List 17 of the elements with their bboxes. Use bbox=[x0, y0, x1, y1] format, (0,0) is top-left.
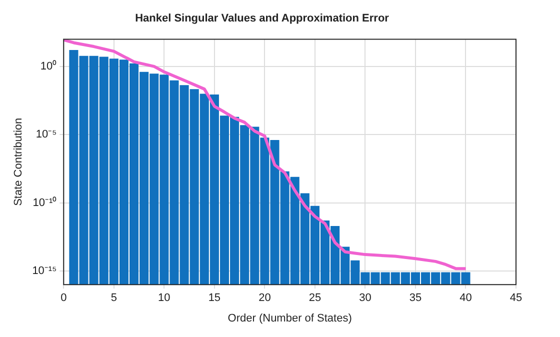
x-tick-label: 30 bbox=[359, 292, 372, 304]
x-tick-label: 10 bbox=[158, 292, 170, 304]
x-tick-label: 0 bbox=[60, 292, 67, 304]
x-tick-label: 15 bbox=[208, 292, 221, 304]
x-tick-label: 35 bbox=[409, 292, 422, 304]
x-axis-title: Order (Number of States) bbox=[228, 312, 352, 324]
x-tick-label: 25 bbox=[308, 292, 322, 304]
y-tick-label: 10⁻¹⁰ bbox=[32, 196, 57, 209]
x-tick-label: 5 bbox=[110, 292, 117, 304]
x-tick-label: 45 bbox=[510, 292, 522, 304]
y-tick-label: 10⁻¹⁵ bbox=[32, 265, 57, 277]
chart-title: Hankel Singular Values and Approximation Error bbox=[135, 12, 390, 25]
y-axis-title: State Contribution bbox=[12, 118, 25, 206]
y-tick-label: 10⁻⁵ bbox=[36, 128, 57, 141]
x-tick-label: 40 bbox=[460, 292, 472, 304]
y-tick-label: 10⁰ bbox=[40, 60, 57, 72]
x-tick-label: 20 bbox=[258, 292, 271, 304]
